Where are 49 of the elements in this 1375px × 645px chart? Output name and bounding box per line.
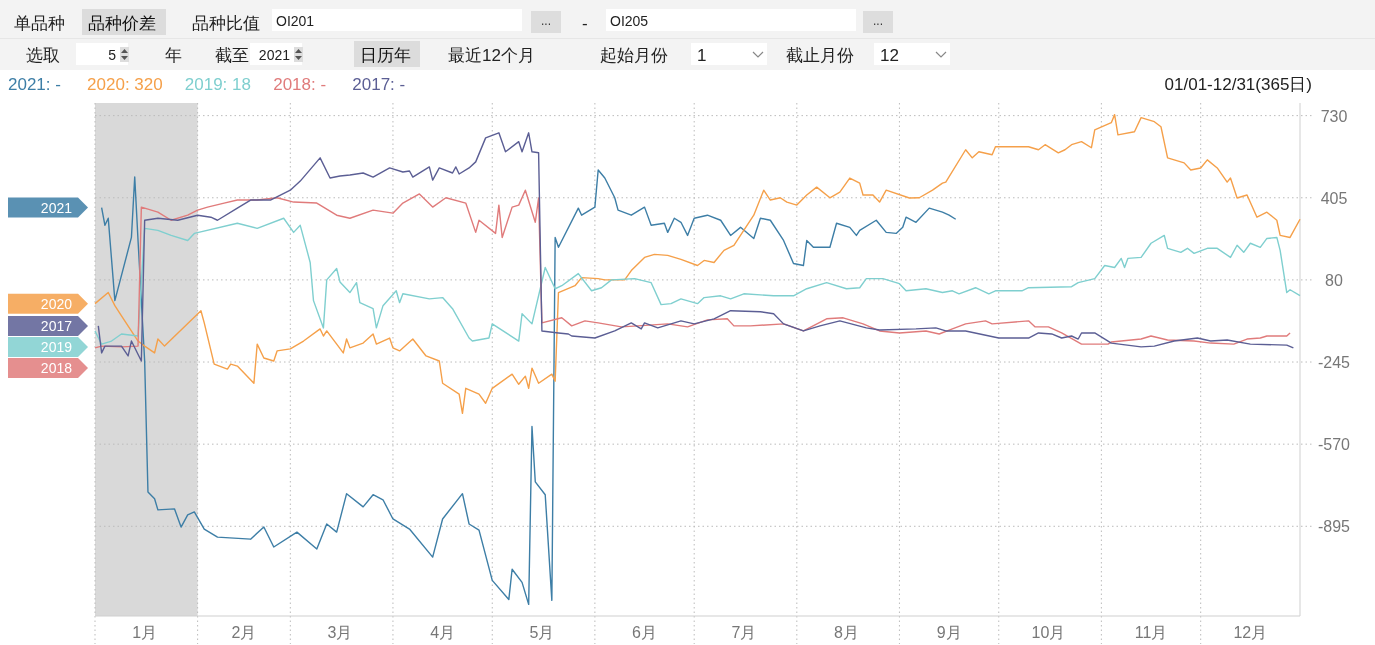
text: 选取 [26, 46, 60, 65]
text: 12 [880, 46, 899, 65]
text: 日历年 [360, 46, 411, 65]
y-tick-label: -245 [1317, 354, 1351, 372]
x-tick-label: 4月 [430, 624, 456, 641]
x-tick-label: 11月 [1134, 624, 1168, 641]
text: 1 [697, 46, 707, 65]
text: 2020: 320 [87, 75, 163, 94]
text: 2021 [258, 47, 291, 63]
text: 2021: - [8, 75, 61, 94]
series-label: 2018 [40, 359, 73, 376]
text: OI201 [276, 13, 315, 29]
series-label: 2017 [40, 317, 73, 334]
y-tick-label: 405 [1320, 189, 1348, 207]
text: ... [872, 14, 884, 28]
y-tick-label: 730 [1320, 107, 1348, 125]
text: 5 [108, 47, 117, 63]
text: 2021 [40, 199, 73, 216]
x-tick-label: 6月 [632, 624, 657, 641]
x-tick-label: 12月 [1233, 624, 1268, 641]
text: 截至 [215, 46, 249, 65]
y-tick-label: -895 [1317, 518, 1351, 536]
line-series [100, 169, 957, 606]
text: ... [540, 14, 552, 28]
x-tick-label: 5月 [529, 624, 555, 641]
x-tick-label: 9月 [936, 624, 962, 641]
x-tick-label: 3月 [327, 624, 353, 641]
text: 最近12个月 [448, 46, 535, 65]
x-tick-label: 2月 [231, 624, 257, 641]
text: 截止月份 [786, 46, 854, 65]
text: OI205 [610, 13, 649, 29]
x-tick-label: 1月 [132, 624, 158, 641]
text: 年 [165, 46, 182, 65]
series-label: 2020 [40, 295, 73, 312]
x-tick-label: 7月 [731, 624, 757, 641]
text: 2017: - [352, 75, 406, 94]
chart-subtitle: 01/01-12/31(365日) [1164, 75, 1312, 94]
text: 2018: - [273, 75, 327, 94]
y-tick-label: 80 [1325, 271, 1343, 289]
text: - [582, 14, 588, 33]
x-tick-label: 8月 [834, 624, 859, 641]
y-tick-label: -570 [1317, 436, 1351, 454]
text: 单品种 [14, 14, 65, 33]
text: 品种价差 [88, 14, 156, 33]
series-label: 2019 [40, 338, 73, 355]
text: 品种比值 [192, 14, 260, 33]
x-tick-label: 10月 [1031, 624, 1066, 641]
text: 起始月份 [600, 46, 668, 65]
text: 2019: 18 [184, 75, 251, 94]
